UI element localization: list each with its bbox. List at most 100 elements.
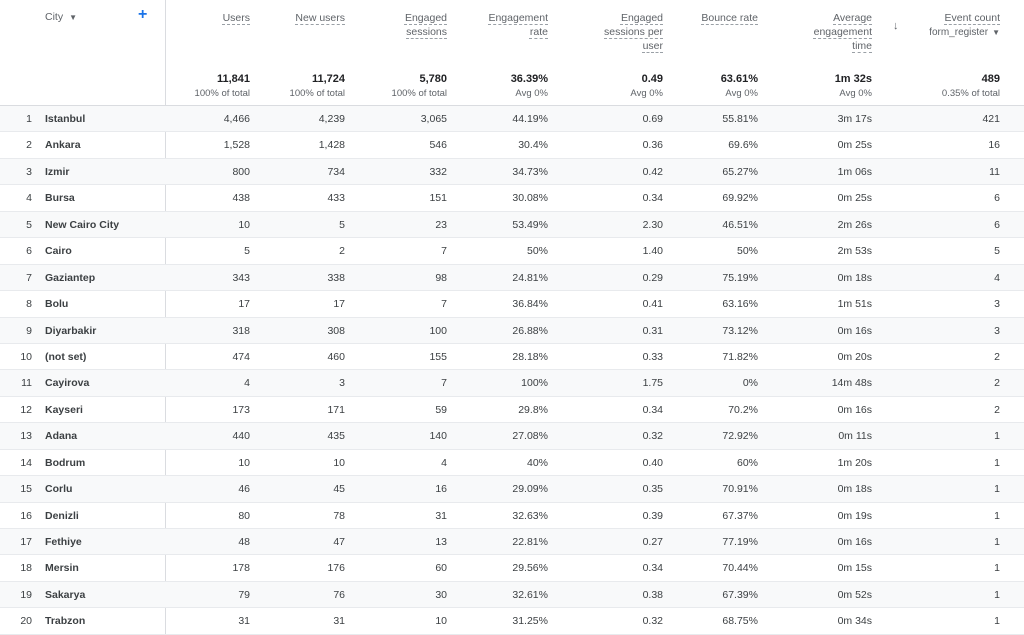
cell-average-engagement-time: 1m 51s: [837, 298, 872, 311]
cell-users: 318: [232, 324, 250, 337]
row-index: 18: [20, 562, 32, 575]
city-cell: Izmir: [45, 165, 70, 178]
cell-event-count: 1: [994, 588, 1000, 601]
city-cell: Denizli: [45, 509, 79, 522]
cell-new-users: 460: [327, 350, 345, 363]
column-header-label: user: [642, 40, 663, 52]
cell-engaged-sessions: 7: [441, 298, 447, 311]
cell-event-count: 6: [994, 218, 1000, 231]
cell-bounce-rate: 70.2%: [728, 403, 758, 416]
table-row[interactable]: 17 Fethiye 48 47 13 22.81% 0.27 77.19% 0m 16s 1: [0, 529, 1024, 556]
table-row[interactable]: 9 Diyarbakir 318 308 100 26.88% 0.31 73.12% 0m 1…: [0, 317, 1024, 344]
cell-engagement-rate: 29.09%: [512, 483, 548, 496]
table-row[interactable]: 20 Trabzon 31 31 10 31.25% 0.32 68.75% 0m 34s 1: [0, 608, 1024, 635]
column-header-label: Engaged: [404, 12, 447, 24]
table-row[interactable]: 15 Corlu 46 45 16 29.09% 0.35 70.91% 0m 18s 1: [0, 476, 1024, 503]
cell-event-count: 3: [994, 298, 1000, 311]
cell-bounce-rate: 63.16%: [722, 298, 758, 311]
cell-event-count: 1: [994, 615, 1000, 628]
event-name-selector[interactable]: form_register ▼: [890, 26, 1000, 40]
cell-engaged-sessions-per-user: 0.29: [642, 271, 663, 284]
cell-event-count: 3: [994, 324, 1000, 337]
cell-average-engagement-time: 3m 17s: [837, 113, 872, 125]
table-row[interactable]: 10 (not set) 474 460 155 28.18% 0.33 71.82% 0m 2…: [0, 344, 1024, 371]
total-subtext: Avg 0%: [630, 88, 663, 99]
city-dimension-selector[interactable]: City ▼: [45, 11, 77, 23]
city-cell: Fethiye: [45, 536, 82, 548]
cell-engagement-rate: 100%: [521, 377, 548, 390]
total-subtext: 100% of total: [194, 88, 250, 99]
cell-new-users: 4,239: [318, 113, 345, 125]
column-header-users[interactable]: Users: [170, 11, 250, 25]
table-row[interactable]: 11 Cayirova 4 3 7 100% 1.75 0% 14m 48s 2: [0, 370, 1024, 397]
cell-engaged-sessions-per-user: 0.34: [642, 403, 663, 416]
row-index: 11: [21, 377, 32, 390]
column-header-new-users[interactable]: New users: [265, 11, 345, 25]
table-row[interactable]: 12 Kayseri 173 171 59 29.8% 0.34 70.2% 0m 16s 2: [0, 397, 1024, 424]
cell-engagement-rate: 24.81%: [512, 271, 548, 284]
cell-engaged-sessions: 155: [429, 350, 447, 363]
column-header-label: Bounce rate: [701, 12, 758, 24]
sort-descending-icon[interactable]: ↓: [893, 20, 899, 32]
cell-engagement-rate: 44.19%: [512, 113, 548, 125]
table-row[interactable]: 5 New Cairo City 10 5 23 53.49% 2.30 46.51% 2m 2…: [0, 211, 1024, 239]
cell-engagement-rate: 36.84%: [512, 298, 548, 311]
cell-users: 80: [238, 509, 250, 522]
column-header-event-count[interactable]: Event count form_register ▼: [890, 11, 1000, 40]
cell-bounce-rate: 50%: [736, 245, 758, 258]
cell-bounce-rate: 55.81%: [722, 113, 758, 125]
cell-engaged-sessions-per-user: 0.40: [642, 456, 663, 469]
cell-engaged-sessions: 60: [435, 562, 447, 575]
table-row[interactable]: 19 Sakarya 79 76 30 32.61% 0.38 67.39% 0m 52s 1: [0, 581, 1024, 609]
table-row[interactable]: 18 Mersin 178 176 60 29.56% 0.34 70.44% 0m 15s 1: [0, 555, 1024, 582]
cell-event-count: 2: [994, 403, 1000, 416]
cell-event-count: 1: [994, 430, 1000, 443]
row-index: 3: [26, 165, 32, 178]
table-row[interactable]: 14 Bodrum 10 10 4 40% 0.40 60% 1m 20s 1: [0, 450, 1024, 477]
table-row[interactable]: 16 Denizli 80 78 31 32.63% 0.39 67.37% 0m 19s 1: [0, 503, 1024, 529]
cell-users: 800: [232, 165, 250, 178]
table-row[interactable]: 2 Ankara 1,528 1,428 546 30.4% 0.36 69.6% 0m 25s…: [0, 132, 1024, 159]
table-row[interactable]: 8 Bolu 17 17 7 36.84% 0.41 63.16% 1m 51s 3: [0, 291, 1024, 318]
city-cell: Bodrum: [45, 456, 86, 469]
table-row[interactable]: 6 Cairo 5 2 7 50% 1.40 50% 2m 53s 5: [0, 238, 1024, 265]
cell-new-users: 31: [333, 615, 345, 628]
column-header-average-engagement-time[interactable]: Average engagement time: [782, 11, 872, 53]
column-header-engaged-sessions[interactable]: Engaged sessions: [357, 11, 447, 39]
cell-engagement-rate: 31.25%: [512, 615, 548, 628]
row-index: 1: [26, 113, 32, 125]
row-index: 6: [26, 245, 32, 258]
column-header-label: Users: [222, 12, 250, 24]
city-cell: Kayseri: [45, 403, 83, 416]
add-dimension-button[interactable]: +: [138, 6, 148, 23]
column-header-bounce-rate[interactable]: Bounce rate: [678, 11, 758, 25]
cell-event-count: 1: [994, 456, 1000, 469]
row-index: 13: [20, 430, 32, 443]
column-header-label: Average: [833, 12, 872, 24]
row-index: 2: [26, 139, 32, 152]
cell-new-users: 5: [339, 218, 345, 231]
cell-engaged-sessions: 13: [435, 536, 447, 548]
chevron-down-icon: ▼: [69, 12, 78, 22]
total-subtext: 100% of total: [289, 88, 345, 99]
column-header-label: Event count: [944, 12, 1000, 24]
table-row[interactable]: 13 Adana 440 435 140 27.08% 0.32 72.92% 0m 11s 1: [0, 423, 1024, 450]
column-header-engagement-rate[interactable]: Engagement rate: [458, 11, 548, 39]
cell-event-count: 2: [994, 350, 1000, 363]
table-row[interactable]: 1 Istanbul 4,466 4,239 3,065 44.19% 0.69 55.81%…: [0, 106, 1024, 133]
cell-new-users: 435: [327, 430, 345, 443]
column-header-label: New users: [295, 12, 345, 24]
table-row[interactable]: 7 Gaziantep 343 338 98 24.81% 0.29 75.19% 0m 18s…: [0, 264, 1024, 292]
cell-engaged-sessions-per-user: 0.42: [642, 165, 663, 178]
cell-users: 4: [244, 377, 250, 390]
column-header-engaged-sessions-per-user[interactable]: Engaged sessions per user: [573, 11, 663, 53]
city-cell: Cayirova: [45, 377, 90, 390]
cell-engagement-rate: 29.56%: [512, 562, 548, 575]
table-row[interactable]: 3 Izmir 800 734 332 34.73% 0.42 65.27% 1m 06s 11: [0, 158, 1024, 186]
cell-engaged-sessions: 100: [429, 324, 447, 337]
cell-engaged-sessions-per-user: 0.34: [642, 192, 663, 205]
cell-users: 1,528: [223, 139, 250, 152]
column-total-average-engagement-time: 1m 32s Avg 0%: [752, 72, 872, 101]
table-row[interactable]: 4 Bursa 438 433 151 30.08% 0.34 69.92% 0m 25s 6: [0, 185, 1024, 212]
cell-bounce-rate: 60%: [736, 456, 758, 469]
